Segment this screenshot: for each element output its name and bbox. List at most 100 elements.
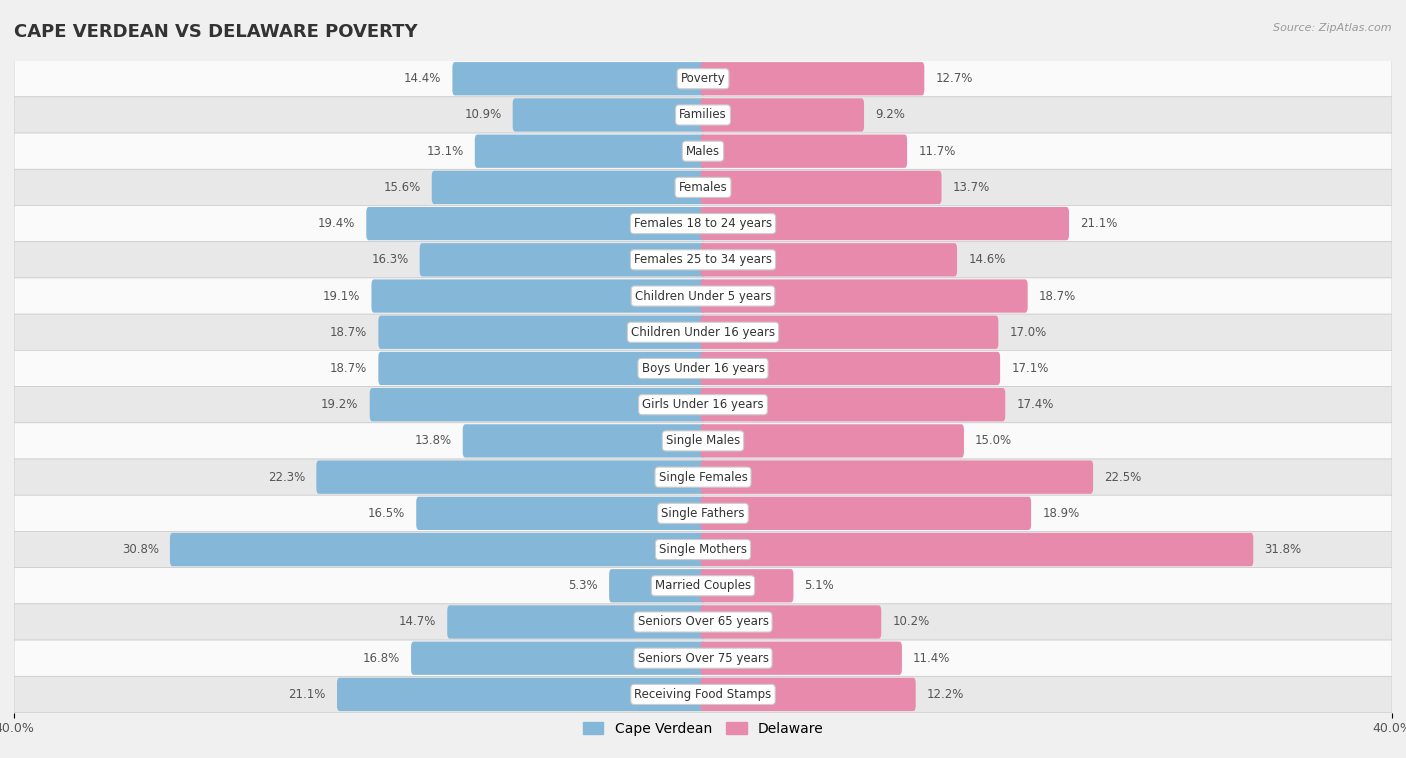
Text: Single Fathers: Single Fathers <box>661 507 745 520</box>
Text: 21.1%: 21.1% <box>1080 217 1118 230</box>
FancyBboxPatch shape <box>453 62 706 96</box>
Text: Seniors Over 65 years: Seniors Over 65 years <box>637 615 769 628</box>
FancyBboxPatch shape <box>337 678 706 711</box>
Text: 14.4%: 14.4% <box>404 72 441 85</box>
FancyBboxPatch shape <box>14 459 1392 495</box>
Text: 15.6%: 15.6% <box>384 181 420 194</box>
Text: 17.4%: 17.4% <box>1017 398 1054 411</box>
FancyBboxPatch shape <box>700 134 907 168</box>
Text: Girls Under 16 years: Girls Under 16 years <box>643 398 763 411</box>
Text: Married Couples: Married Couples <box>655 579 751 592</box>
FancyBboxPatch shape <box>700 569 793 603</box>
FancyBboxPatch shape <box>700 280 1028 313</box>
FancyBboxPatch shape <box>316 460 706 493</box>
FancyBboxPatch shape <box>14 604 1392 640</box>
FancyBboxPatch shape <box>700 460 1092 493</box>
Text: Receiving Food Stamps: Receiving Food Stamps <box>634 688 772 701</box>
Text: Single Mothers: Single Mothers <box>659 543 747 556</box>
FancyBboxPatch shape <box>370 388 706 421</box>
Text: 19.1%: 19.1% <box>323 290 360 302</box>
FancyBboxPatch shape <box>700 243 957 277</box>
Text: 18.7%: 18.7% <box>330 362 367 375</box>
Text: 17.0%: 17.0% <box>1010 326 1047 339</box>
Text: 12.7%: 12.7% <box>935 72 973 85</box>
FancyBboxPatch shape <box>700 99 865 132</box>
Text: 19.4%: 19.4% <box>318 217 356 230</box>
Text: 17.1%: 17.1% <box>1011 362 1049 375</box>
FancyBboxPatch shape <box>367 207 706 240</box>
Text: 13.1%: 13.1% <box>426 145 464 158</box>
FancyBboxPatch shape <box>14 531 1392 568</box>
Text: 14.6%: 14.6% <box>969 253 1005 266</box>
FancyBboxPatch shape <box>371 280 706 313</box>
Text: 18.7%: 18.7% <box>1039 290 1076 302</box>
Text: 15.0%: 15.0% <box>976 434 1012 447</box>
Text: 13.7%: 13.7% <box>953 181 990 194</box>
FancyBboxPatch shape <box>700 641 901 675</box>
Text: Poverty: Poverty <box>681 72 725 85</box>
Text: 31.8%: 31.8% <box>1264 543 1302 556</box>
FancyBboxPatch shape <box>14 350 1392 387</box>
Text: Children Under 16 years: Children Under 16 years <box>631 326 775 339</box>
Text: Children Under 5 years: Children Under 5 years <box>634 290 772 302</box>
Text: Boys Under 16 years: Boys Under 16 years <box>641 362 765 375</box>
FancyBboxPatch shape <box>170 533 706 566</box>
FancyBboxPatch shape <box>14 568 1392 604</box>
FancyBboxPatch shape <box>463 424 706 458</box>
FancyBboxPatch shape <box>700 171 942 204</box>
Text: 16.3%: 16.3% <box>371 253 409 266</box>
Text: 10.9%: 10.9% <box>464 108 502 121</box>
FancyBboxPatch shape <box>378 315 706 349</box>
FancyBboxPatch shape <box>14 495 1392 531</box>
Text: 16.5%: 16.5% <box>368 507 405 520</box>
FancyBboxPatch shape <box>700 315 998 349</box>
FancyBboxPatch shape <box>609 569 706 603</box>
Text: 5.1%: 5.1% <box>804 579 834 592</box>
FancyBboxPatch shape <box>14 640 1392 676</box>
FancyBboxPatch shape <box>700 352 1000 385</box>
FancyBboxPatch shape <box>14 676 1392 713</box>
FancyBboxPatch shape <box>14 133 1392 169</box>
Text: 21.1%: 21.1% <box>288 688 326 701</box>
Text: 22.3%: 22.3% <box>269 471 305 484</box>
Text: Males: Males <box>686 145 720 158</box>
FancyBboxPatch shape <box>447 606 706 639</box>
FancyBboxPatch shape <box>700 207 1069 240</box>
FancyBboxPatch shape <box>700 388 1005 421</box>
Text: 18.9%: 18.9% <box>1042 507 1080 520</box>
Text: Females 18 to 24 years: Females 18 to 24 years <box>634 217 772 230</box>
FancyBboxPatch shape <box>700 606 882 639</box>
Text: Single Females: Single Females <box>658 471 748 484</box>
Text: 14.7%: 14.7% <box>399 615 436 628</box>
Text: 5.3%: 5.3% <box>568 579 598 592</box>
Text: Source: ZipAtlas.com: Source: ZipAtlas.com <box>1274 23 1392 33</box>
Text: Seniors Over 75 years: Seniors Over 75 years <box>637 652 769 665</box>
FancyBboxPatch shape <box>513 99 706 132</box>
FancyBboxPatch shape <box>700 678 915 711</box>
FancyBboxPatch shape <box>700 533 1253 566</box>
Text: Females: Females <box>679 181 727 194</box>
Text: 13.8%: 13.8% <box>415 434 451 447</box>
FancyBboxPatch shape <box>416 496 706 530</box>
FancyBboxPatch shape <box>411 641 706 675</box>
FancyBboxPatch shape <box>419 243 706 277</box>
FancyBboxPatch shape <box>378 352 706 385</box>
FancyBboxPatch shape <box>14 242 1392 278</box>
Text: 30.8%: 30.8% <box>122 543 159 556</box>
Text: 11.7%: 11.7% <box>918 145 956 158</box>
FancyBboxPatch shape <box>475 134 706 168</box>
FancyBboxPatch shape <box>700 62 924 96</box>
Text: Females 25 to 34 years: Females 25 to 34 years <box>634 253 772 266</box>
FancyBboxPatch shape <box>700 496 1031 530</box>
FancyBboxPatch shape <box>14 387 1392 423</box>
FancyBboxPatch shape <box>432 171 706 204</box>
Text: 16.8%: 16.8% <box>363 652 399 665</box>
Text: 22.5%: 22.5% <box>1104 471 1142 484</box>
Text: 10.2%: 10.2% <box>893 615 929 628</box>
Text: 19.2%: 19.2% <box>321 398 359 411</box>
FancyBboxPatch shape <box>14 97 1392 133</box>
FancyBboxPatch shape <box>14 169 1392 205</box>
FancyBboxPatch shape <box>14 61 1392 97</box>
Text: Families: Families <box>679 108 727 121</box>
Text: 12.2%: 12.2% <box>927 688 965 701</box>
